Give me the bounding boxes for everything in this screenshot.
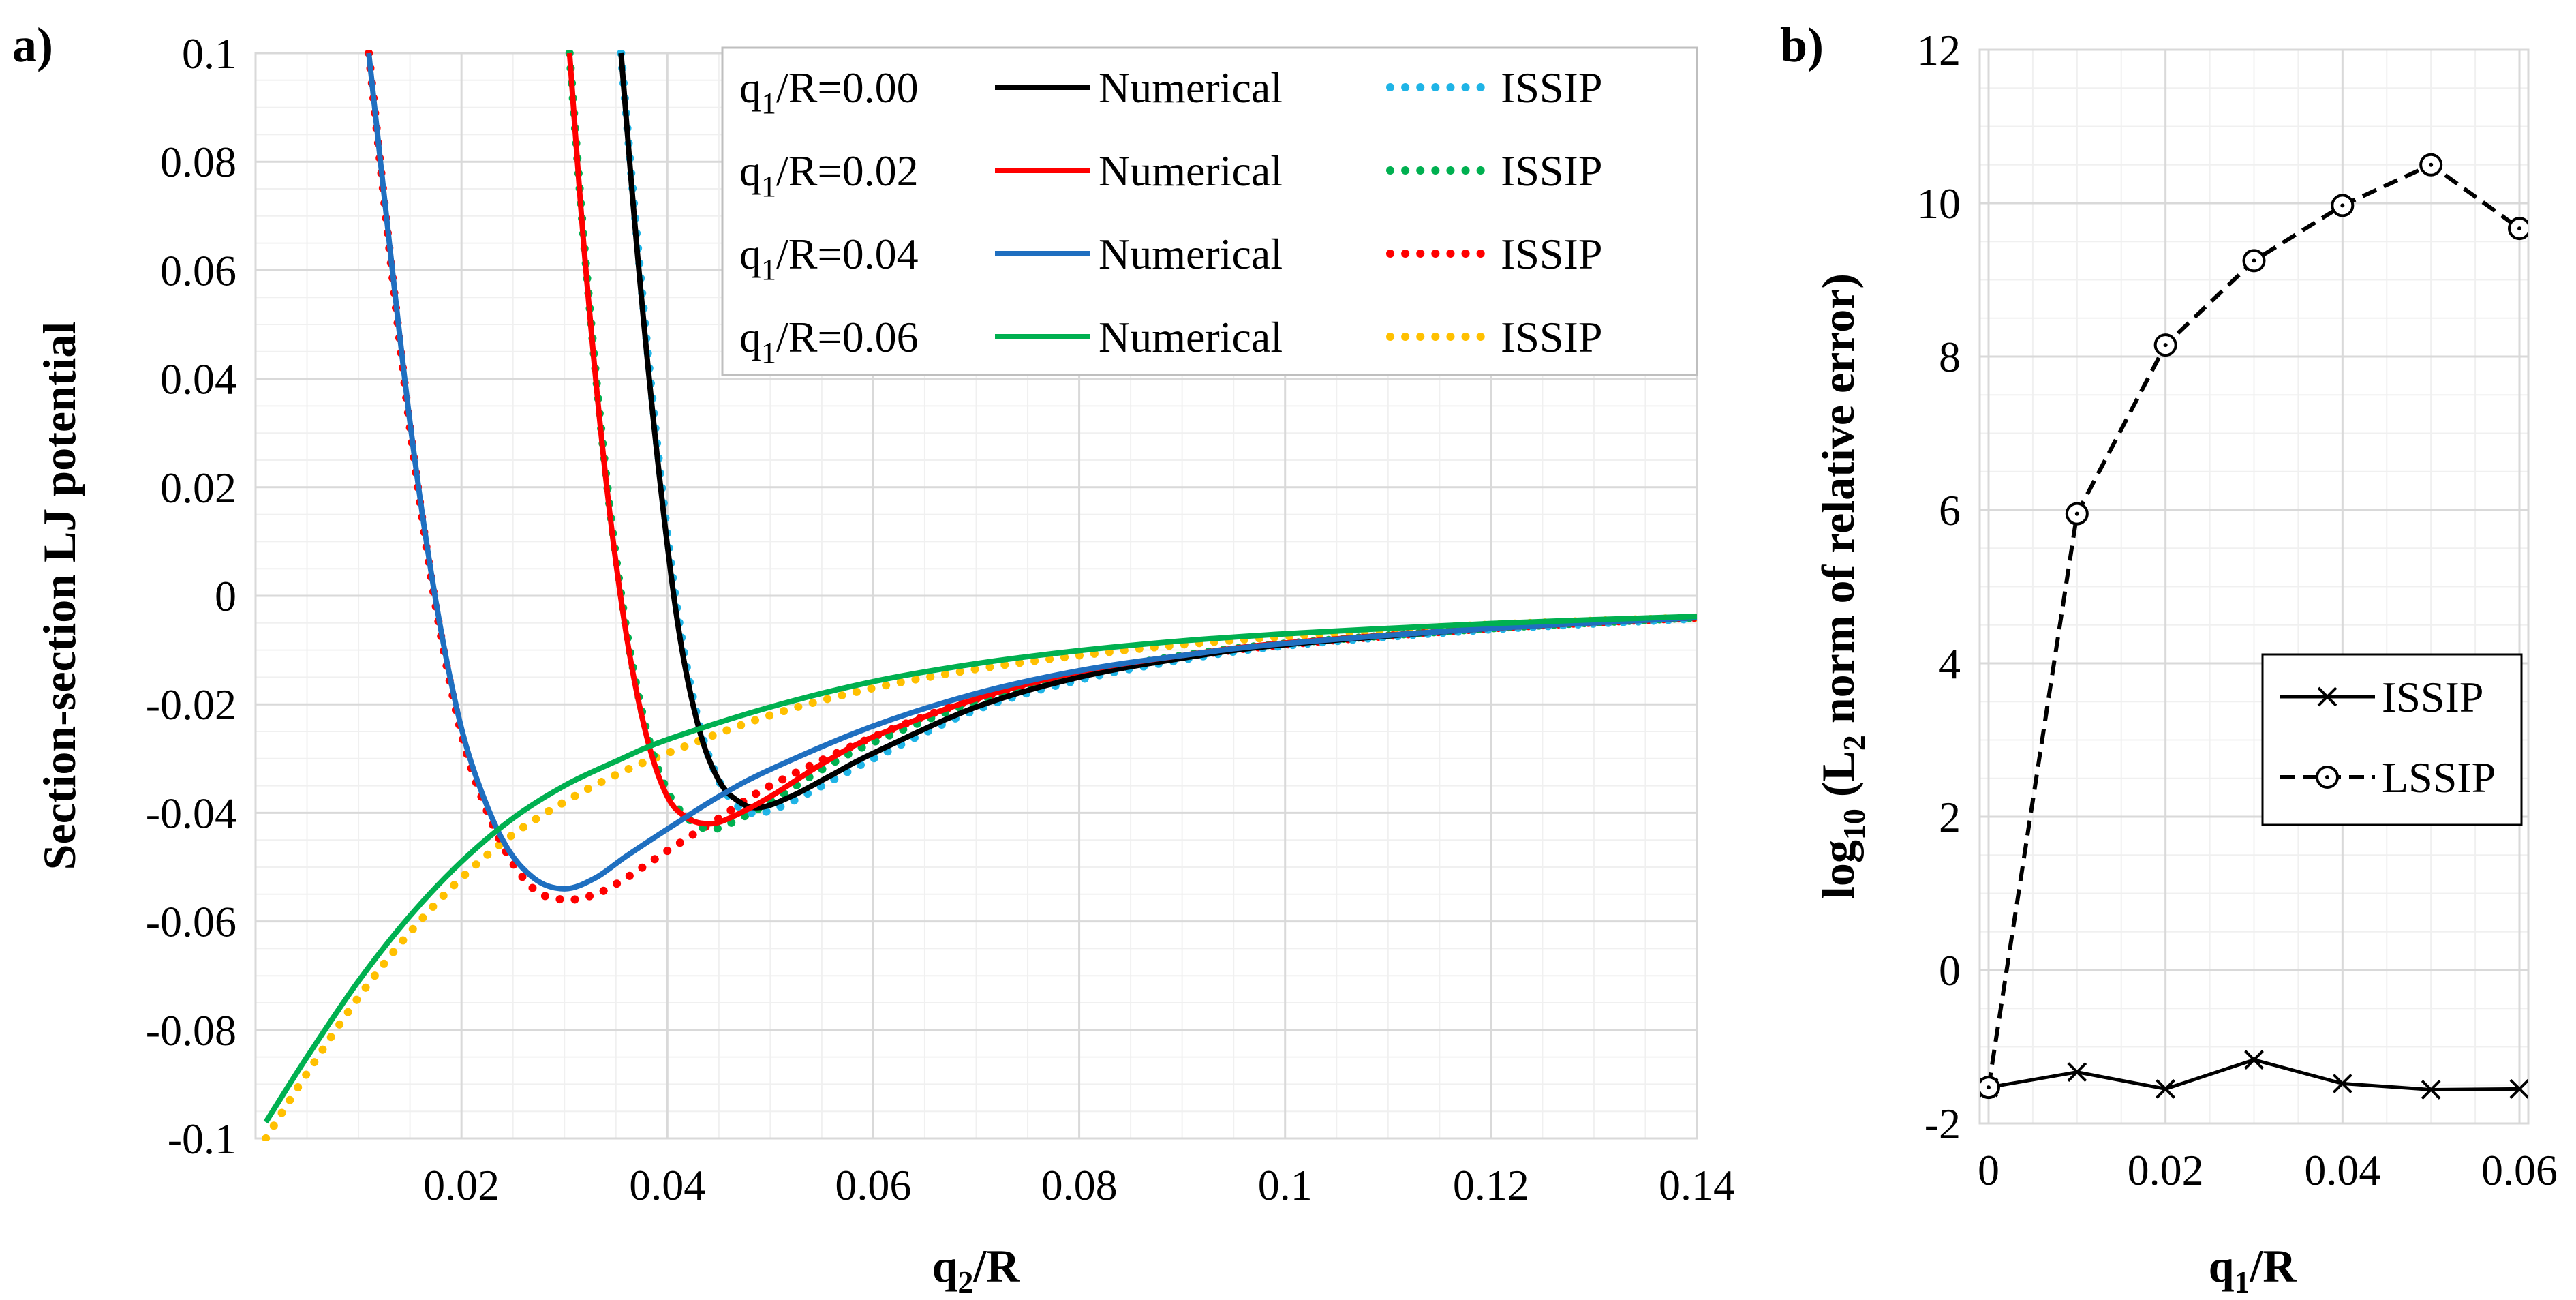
series-line <box>565 50 1697 834</box>
data-point-circle-center <box>1986 1085 1991 1090</box>
y-tick-label: 8 <box>1939 333 1961 381</box>
x-tick-label: 0.12 <box>1453 1161 1529 1209</box>
y-tick-label: 2 <box>1939 793 1961 841</box>
panel-b-legend: ISSIP LSSIP <box>2261 653 2523 826</box>
y-tick-label: 0.08 <box>160 138 236 186</box>
x-tick-label: 0.1 <box>1258 1161 1313 1209</box>
legend-group-label: q1/R=0.04 <box>739 230 919 286</box>
y-tick-label: 0.02 <box>160 464 236 512</box>
panel-a-tag: a) <box>12 18 53 72</box>
data-point-circle-center <box>2517 226 2522 231</box>
x-tick-label: 0.04 <box>629 1161 705 1209</box>
panel-b-y-ticks: -2 0 2 4 6 8 10 12 <box>1917 26 1961 1148</box>
panel-b-y-axis-title: log10 (L2 norm of relative error) <box>1812 273 1871 899</box>
y-tick-label: -0.04 <box>146 789 236 837</box>
data-point-circle-center <box>2340 203 2345 208</box>
x-tick-label: 0.14 <box>1659 1161 1735 1209</box>
panel-b-tag: b) <box>1780 18 1824 72</box>
y-tick-label: 4 <box>1939 639 1961 688</box>
panel-a-legend-box <box>721 46 1698 376</box>
legend-label-issip: ISSIP <box>1501 63 1602 112</box>
y-tick-label: -2 <box>1925 1100 1961 1148</box>
data-point-x <box>2067 1062 2087 1083</box>
y-tick-label: -0.08 <box>146 1006 236 1055</box>
x-tick-label: 0.02 <box>423 1161 500 1209</box>
series-line <box>366 52 1697 892</box>
y-tick-label: 0.1 <box>182 29 236 78</box>
x-tick-label: 0 <box>1978 1146 1999 1194</box>
data-point-x <box>2244 1050 2264 1070</box>
series-q1-r-0-02-issip <box>565 50 1697 834</box>
data-point-circle-center <box>2252 258 2256 263</box>
series-q1-r-0-06-numerical <box>263 614 1697 1124</box>
panel-a-series <box>262 50 1697 1141</box>
y-tick-label: -0.1 <box>168 1115 236 1163</box>
panel-b-x-axis-title: q1/R <box>2209 1240 2297 1299</box>
data-point-x <box>2509 1078 2528 1099</box>
x-tick-label: 0.08 <box>1041 1161 1118 1209</box>
panel-b-series <box>1980 153 2528 1100</box>
x-tick-label: 0.06 <box>2481 1146 2558 1194</box>
data-point-circle-center <box>2163 343 2168 348</box>
panel-b: b) 0 0.02 0.04 0.06 -2 0 2 4 6 8 10 12 q1/R log10 … <box>1780 18 2558 1299</box>
y-tick-label: 0 <box>215 572 236 620</box>
panel-a-x-axis-title: q2/R <box>932 1240 1021 1299</box>
data-point-circle-center <box>2074 511 2079 516</box>
legend-marker-circle-center <box>2325 775 2329 779</box>
panel-b-plot-area <box>1978 48 2530 1125</box>
panel-a-y-ticks: -0.1 -0.08 -0.06 -0.04 -0.02 0 0.02 0.04 0.06 0.0… <box>146 29 236 1163</box>
series-q1-r-0-04-numerical <box>366 52 1697 892</box>
x-tick-label: 0.02 <box>2128 1146 2204 1194</box>
data-point-x <box>2332 1074 2352 1093</box>
x-tick-label: 0.04 <box>2304 1146 2380 1194</box>
legend-group-label: q1/R=0.02 <box>739 147 919 203</box>
y-tick-label: 12 <box>1917 26 1961 74</box>
legend-marker-x <box>2317 686 2337 707</box>
legend-label-issip: ISSIP <box>1501 230 1602 278</box>
y-tick-label: 0.06 <box>160 246 236 294</box>
legend-group-label: q1/R=0.00 <box>739 63 919 120</box>
panel-a-y-axis-title: Section-section LJ potential <box>33 322 85 871</box>
series-lssip <box>1980 153 2528 1100</box>
legend-label-issip: ISSIP <box>2382 673 2483 721</box>
x-tick-label: 0.06 <box>835 1161 911 1209</box>
series-line <box>263 614 1697 1124</box>
data-point-x <box>2156 1078 2176 1099</box>
panel-b-grid <box>1980 48 2528 1125</box>
y-tick-label: 10 <box>1917 179 1961 228</box>
y-tick-label: 6 <box>1939 486 1961 534</box>
legend-label-issip: ISSIP <box>1501 313 1602 361</box>
legend-label-numerical: Numerical <box>1099 313 1283 361</box>
y-tick-label: -0.06 <box>146 898 236 946</box>
data-point-circle-center <box>2429 162 2434 167</box>
legend-label-lssip: LSSIP <box>2382 753 2496 802</box>
legend-label-issip: ISSIP <box>1501 147 1602 195</box>
legend-group-label: q1/R=0.06 <box>739 313 919 369</box>
panel-b-x-ticks: 0 0.02 0.04 0.06 <box>1978 1146 2558 1194</box>
data-point-x <box>2421 1080 2441 1100</box>
panel-a: a) 0.02 0.04 0.06 0.08 0.1 0.12 0.14 -0.1 -0.08… <box>12 18 1735 1299</box>
legend-label-numerical: Numerical <box>1099 147 1283 195</box>
legend-label-numerical: Numerical <box>1099 230 1283 278</box>
panel-a-legend: q1/R=0.00 Numerical ISSIP q1/R=0.02 Numerica… <box>721 46 1698 376</box>
y-tick-label: 0.04 <box>160 355 236 404</box>
legend-label-numerical: Numerical <box>1099 63 1283 112</box>
y-tick-label: -0.02 <box>146 680 236 729</box>
panel-b-legend-box <box>2261 653 2523 826</box>
panel-a-x-ticks: 0.02 0.04 0.06 0.08 0.1 0.12 0.14 <box>423 1161 1735 1209</box>
y-tick-label: 0 <box>1939 946 1961 995</box>
